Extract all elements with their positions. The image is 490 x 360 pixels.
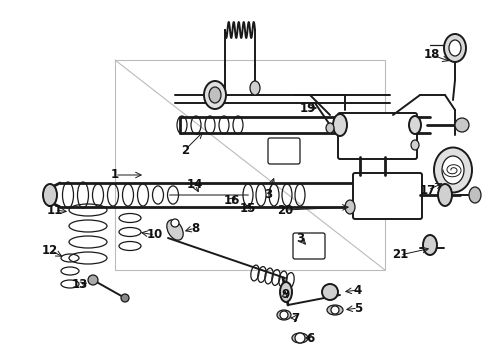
FancyBboxPatch shape	[353, 173, 422, 219]
Ellipse shape	[345, 200, 355, 214]
Text: 18: 18	[424, 49, 440, 62]
Circle shape	[295, 333, 305, 343]
Text: 6: 6	[306, 332, 314, 345]
Ellipse shape	[209, 87, 221, 103]
Ellipse shape	[292, 333, 308, 343]
FancyBboxPatch shape	[293, 233, 325, 259]
Text: 2: 2	[181, 144, 189, 157]
Ellipse shape	[411, 140, 419, 150]
FancyBboxPatch shape	[338, 113, 417, 159]
Circle shape	[280, 311, 288, 319]
Ellipse shape	[423, 235, 437, 255]
Text: 15: 15	[240, 202, 256, 215]
Text: 7: 7	[291, 311, 299, 324]
Text: 14: 14	[187, 179, 203, 192]
Text: 16: 16	[224, 194, 240, 207]
Text: 20: 20	[277, 203, 293, 216]
Text: 13: 13	[72, 279, 88, 292]
Ellipse shape	[327, 305, 343, 315]
Ellipse shape	[167, 220, 183, 240]
Ellipse shape	[250, 81, 260, 95]
FancyBboxPatch shape	[268, 138, 300, 164]
Text: 5: 5	[354, 302, 362, 315]
Ellipse shape	[434, 148, 472, 193]
Text: 9: 9	[281, 288, 289, 302]
Text: 17: 17	[420, 184, 436, 197]
Circle shape	[88, 275, 98, 285]
Ellipse shape	[449, 40, 461, 56]
Text: 21: 21	[392, 248, 408, 261]
Ellipse shape	[43, 184, 57, 206]
Ellipse shape	[409, 116, 421, 134]
Text: 3: 3	[264, 189, 272, 202]
Ellipse shape	[333, 114, 347, 136]
Ellipse shape	[204, 81, 226, 109]
Ellipse shape	[455, 118, 469, 132]
Text: 12: 12	[42, 243, 58, 256]
Ellipse shape	[326, 123, 334, 133]
Text: 10: 10	[147, 229, 163, 242]
Ellipse shape	[438, 184, 452, 206]
Circle shape	[121, 294, 129, 302]
Text: 4: 4	[354, 284, 362, 297]
Ellipse shape	[277, 310, 291, 320]
Text: 19: 19	[300, 102, 316, 114]
Text: 11: 11	[47, 203, 63, 216]
Ellipse shape	[322, 284, 338, 300]
Text: 3: 3	[296, 231, 304, 244]
Ellipse shape	[444, 34, 466, 62]
Circle shape	[331, 306, 339, 314]
Ellipse shape	[442, 156, 464, 184]
Ellipse shape	[469, 187, 481, 203]
Text: 1: 1	[111, 168, 119, 181]
Circle shape	[171, 219, 179, 227]
Text: 8: 8	[191, 221, 199, 234]
Ellipse shape	[280, 282, 292, 302]
